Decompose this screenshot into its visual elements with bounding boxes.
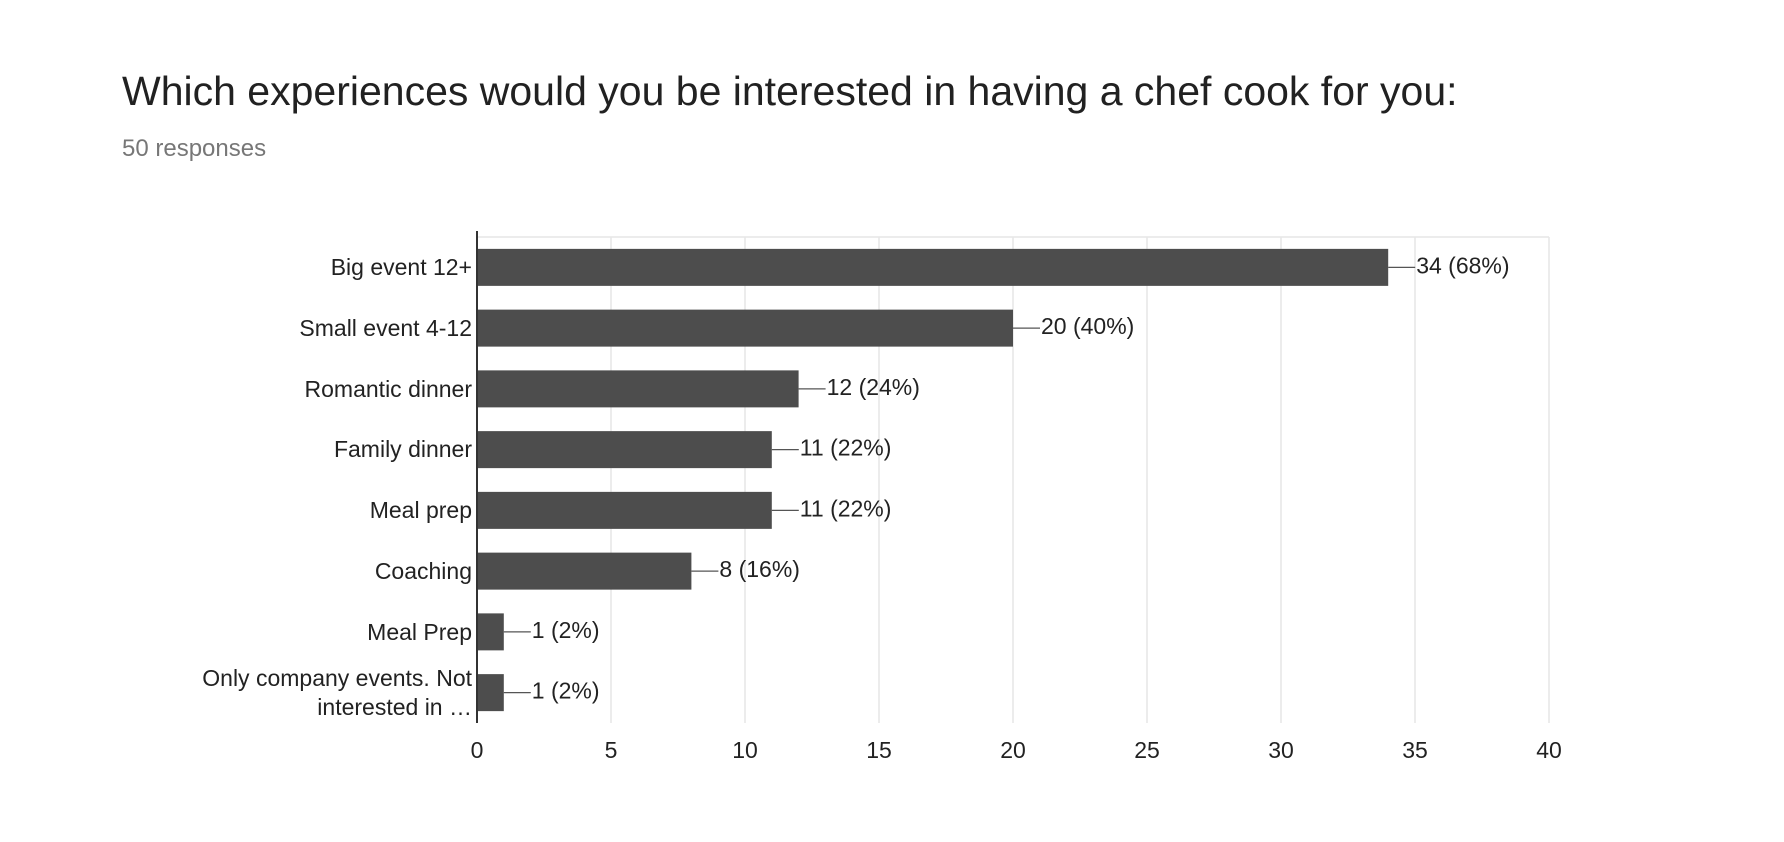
y-tick-label: Romantic dinner bbox=[102, 353, 472, 426]
y-tick-label: Only company events. Not interested in … bbox=[102, 656, 472, 729]
y-tick-label: Coaching bbox=[102, 535, 472, 608]
value-label: 34 (68%) bbox=[1416, 252, 1509, 278]
y-tick-label: Family dinner bbox=[102, 413, 472, 486]
value-label: 8 (16%) bbox=[719, 556, 800, 582]
value-label: 12 (24%) bbox=[827, 374, 920, 400]
value-label: 1 (2%) bbox=[532, 678, 600, 704]
category-text: Meal Prep bbox=[367, 618, 472, 645]
bar bbox=[477, 674, 504, 712]
category-text: Small event 4-12 bbox=[299, 314, 472, 341]
x-tick-label: 25 bbox=[1134, 737, 1160, 763]
bar bbox=[477, 552, 692, 590]
category-text: Romantic dinner bbox=[304, 375, 472, 402]
x-tick-label: 40 bbox=[1536, 737, 1562, 763]
category-text: Coaching bbox=[374, 557, 472, 584]
value-label: 1 (2%) bbox=[532, 617, 600, 643]
y-tick-label: Small event 4-12 bbox=[102, 292, 472, 365]
y-tick-label: Meal Prep bbox=[102, 596, 472, 669]
x-tick-label: 30 bbox=[1268, 737, 1294, 763]
bar bbox=[477, 370, 799, 408]
x-tick-label: 10 bbox=[732, 737, 758, 763]
x-tick-label: 0 bbox=[471, 737, 484, 763]
y-tick-label: Big event 12+ bbox=[102, 231, 472, 304]
bar bbox=[477, 248, 1389, 286]
x-tick-label: 15 bbox=[866, 737, 892, 763]
bar bbox=[477, 613, 504, 651]
chart-title: Which experiences would you be intereste… bbox=[122, 68, 1458, 114]
category-text: Only company events. Not interested in … bbox=[202, 664, 472, 720]
category-text: Family dinner bbox=[333, 436, 472, 463]
category-text: Big event 12+ bbox=[330, 254, 472, 280]
x-tick-label: 35 bbox=[1402, 737, 1428, 763]
value-label: 11 (22%) bbox=[800, 435, 892, 461]
x-tick-label: 20 bbox=[1000, 737, 1026, 763]
value-label: 11 (22%) bbox=[800, 495, 892, 521]
category-text: Meal prep bbox=[369, 497, 472, 523]
x-tick-label: 5 bbox=[605, 737, 618, 763]
value-label: 20 (40%) bbox=[1041, 313, 1134, 339]
y-tick-label: Meal prep bbox=[102, 474, 472, 547]
chart-subtitle: 50 responses bbox=[122, 135, 267, 162]
bar bbox=[477, 309, 1013, 347]
bar bbox=[477, 431, 772, 469]
bar bbox=[477, 491, 772, 529]
